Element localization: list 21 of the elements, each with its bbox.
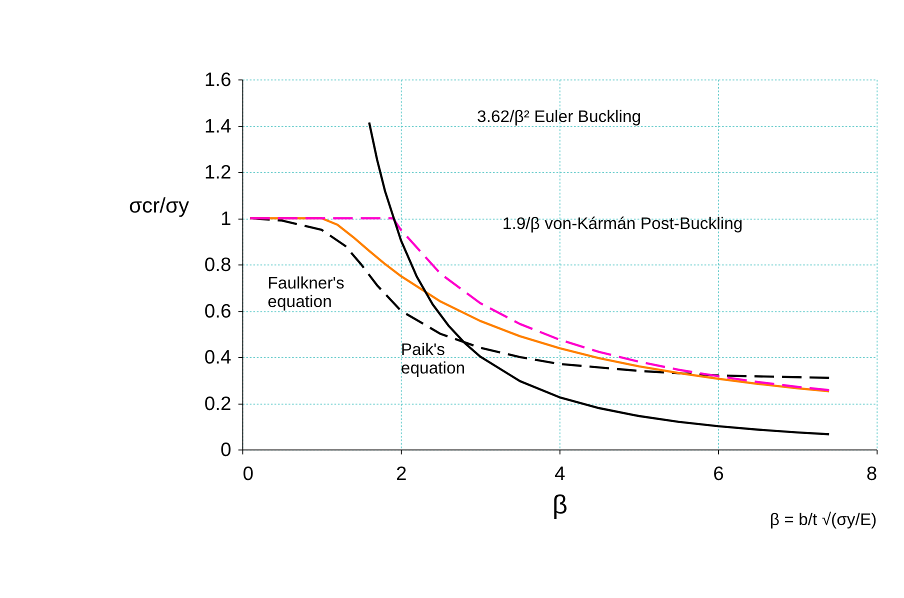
- y-tick-label: 0.6: [204, 300, 232, 322]
- x-axis-title: β: [552, 489, 568, 520]
- y-tick-label: 1: [220, 208, 232, 230]
- y-tick-label: 0.8: [204, 254, 232, 276]
- x-tick-label: 0: [242, 462, 254, 485]
- x-tick-label: 4: [554, 462, 566, 485]
- y-tick-label: 1.4: [204, 115, 232, 138]
- x-tick-label: 6: [713, 462, 724, 485]
- y-tick-label: 1.2: [204, 162, 232, 184]
- x-tick-label: 2: [396, 462, 407, 485]
- annotation: 3.62/β² Euler Buckling: [477, 106, 642, 126]
- y-tick-label: 0: [220, 439, 232, 462]
- annotation: Faulkner's equation: [268, 273, 344, 311]
- text: β = b/t √(σy/E): [770, 510, 877, 530]
- y-tick-label: 0.2: [204, 392, 232, 415]
- y-tick-label: 0.4: [204, 346, 232, 369]
- y-axis-title: σcr/σy: [128, 194, 190, 218]
- annotation: Paik's equation: [400, 340, 466, 378]
- x-tick-label: 8: [866, 462, 878, 485]
- y-tick-label: 1.6: [204, 69, 232, 92]
- annotation: 1.9/β von-Kármán Post-Buckling: [502, 214, 743, 234]
